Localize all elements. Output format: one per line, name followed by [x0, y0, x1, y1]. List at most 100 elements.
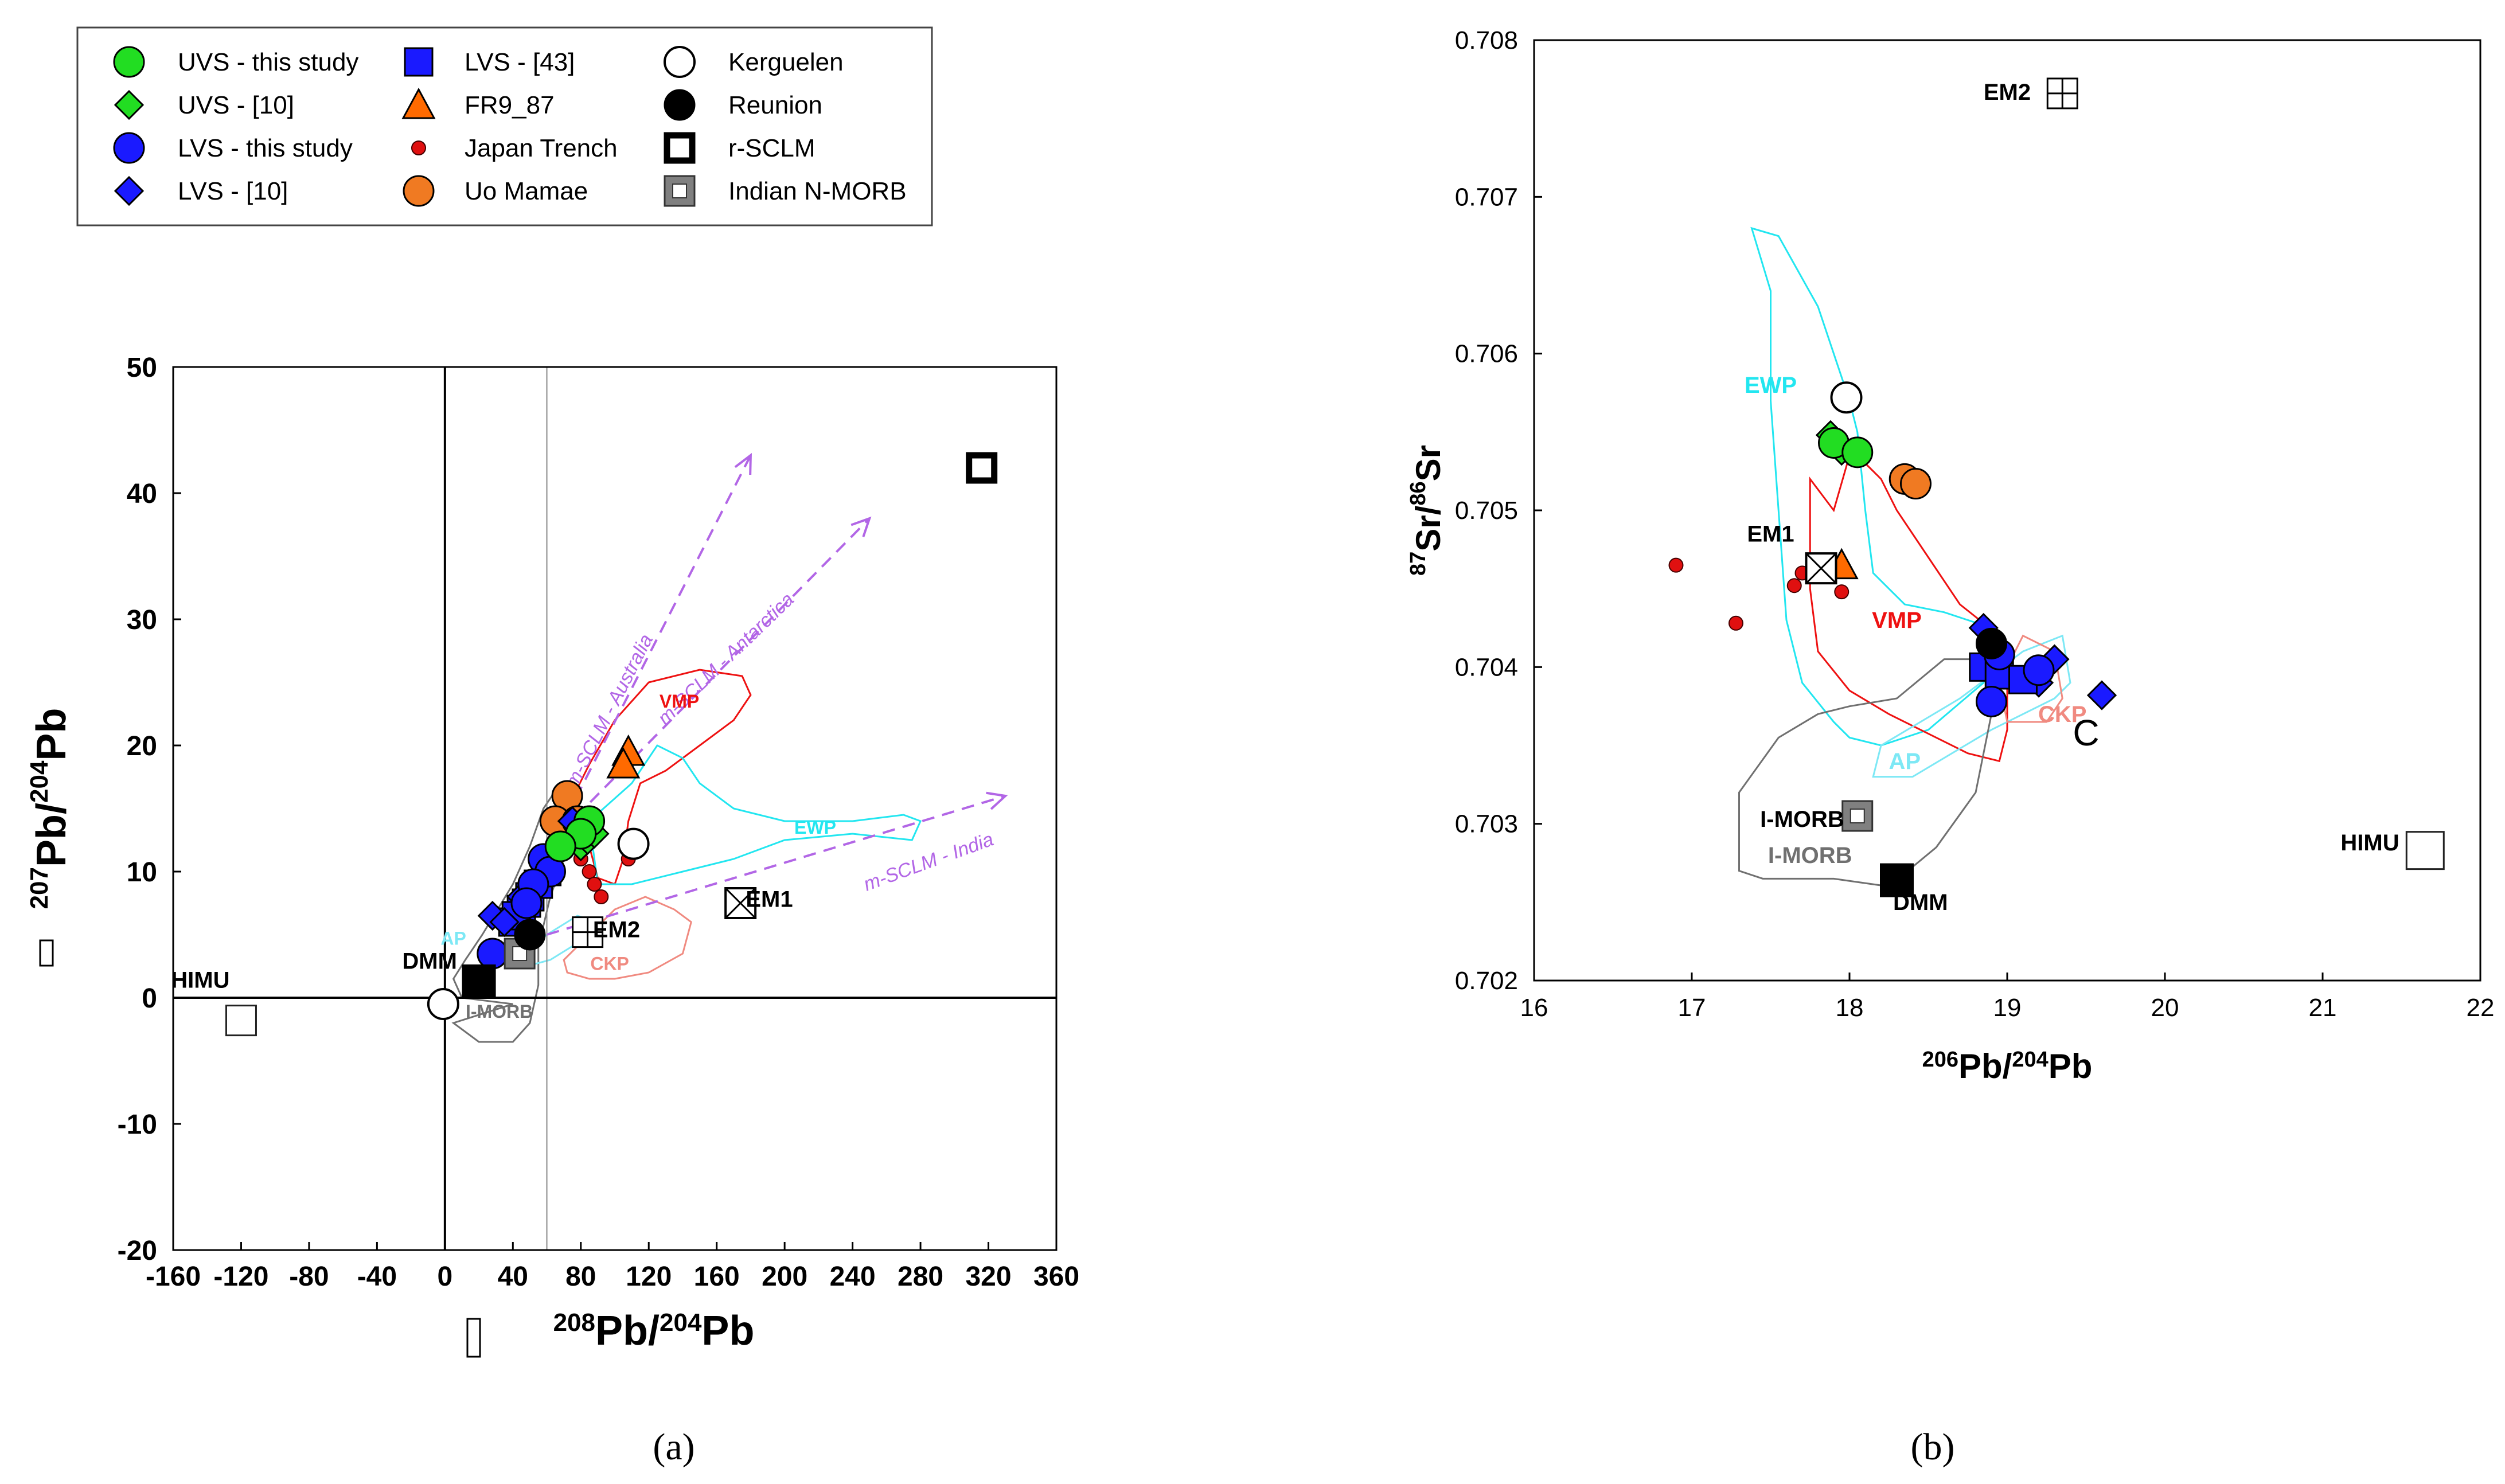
legend-label-r-sclm: r-SCLM: [728, 134, 816, 162]
b-point-lvs-this-study-0: [1976, 685, 2007, 717]
legend-marker-lvs-10: [114, 175, 145, 206]
a-endmember-kerguelen-3: [427, 988, 459, 1020]
a-ytick-label--10: -10: [118, 1110, 157, 1140]
a-field-label-vmp: VMP: [660, 691, 699, 712]
b-endmember-i-morb-4-inner: [1850, 809, 1865, 823]
legend-item-lvs-43: LVS - [43]: [404, 47, 575, 77]
legend-item-lvs-this-study: LVS - this study: [113, 132, 353, 164]
a-endmember-himu-0: [225, 1005, 257, 1037]
b-point-japan-trench-2: [1786, 578, 1802, 593]
b-ytick-label-0.704: 0.704: [1455, 653, 1518, 681]
b-point-japan-trench-0: [1668, 557, 1684, 573]
legend-marker-fr9-87: [401, 87, 436, 119]
b-endmember-dmm-5: [1880, 863, 1914, 897]
legend-label-indian-n-morb: Indian N-MORB: [728, 177, 907, 205]
caption-b: (b): [1911, 1426, 1955, 1468]
legend-label-lvs-this-study: LVS - this study: [178, 134, 353, 162]
a-endmember-dmm-1: [462, 964, 496, 998]
b-endmember-himu-6: [2405, 831, 2445, 870]
a-xtick-label--40: -40: [357, 1262, 397, 1292]
a-point-lvs-10-1: [489, 907, 520, 938]
legend-items: UVS - this study UVS - [10] LVS - this stu…: [113, 46, 907, 207]
a-xtick-label-360: 360: [1033, 1262, 1079, 1292]
a-ytick-label--20: -20: [118, 1236, 157, 1266]
legend-marker-japan-trench: [411, 140, 426, 155]
a-endmember-em1-7-d2: [725, 887, 756, 919]
b-field-ewp: [1750, 226, 1993, 747]
legend-marker-reunion: [664, 89, 696, 121]
a-arrowhead-m-sclm-antarctica: [850, 516, 872, 537]
a-field-label-ewp: EWP: [794, 817, 836, 838]
b-points: [1668, 77, 2445, 897]
a-xtick-label--160: -160: [146, 1262, 201, 1292]
legend-marker-kerguelen: [664, 46, 696, 78]
a-xtick-label-120: 120: [626, 1262, 672, 1292]
a-point-japan-trench-2: [587, 877, 602, 892]
b-point-uo-mamae-1: [1900, 468, 1932, 500]
a-ytick-label-30: 30: [127, 605, 157, 635]
a-fields: [451, 669, 922, 1043]
a-field-label-ckp: CKP: [590, 954, 629, 974]
b-field-vmp: [1809, 454, 2008, 763]
b-ytick-label-0.705: 0.705: [1455, 497, 1518, 525]
svg-text:207Pb/204Pb: 207Pb/204Pb: [25, 708, 75, 909]
a-point-japan-trench-3: [594, 889, 609, 904]
a-ticks: -160 -120 -80 -40 0 40 80 120 160 200 240 280 320 360…: [118, 353, 1079, 1292]
a-endmember-label-dmm: DMM: [402, 948, 457, 974]
b-ytick-label-0.703: 0.703: [1455, 810, 1518, 838]
a-field-ewp: [588, 744, 922, 885]
b-endmember-label-c: C: [2073, 712, 2099, 753]
b-field-label-vmp: VMP: [1872, 608, 1922, 633]
a-arrowhead-m-sclm-india: [986, 791, 1008, 810]
b-labels: EWP VMP CKP AP I-MORB EM2 EM1 I-MORB DMM HIMU C: [1745, 80, 2399, 915]
a-arrow-m-sclm-india: [546, 795, 1006, 936]
b-field-label-ap: AP: [1888, 749, 1921, 774]
a-endmember-reunion-5: [514, 919, 546, 951]
b-field-label-i-morb: I-MORB: [1768, 843, 1852, 868]
b-xtick-label-16: 16: [1520, 994, 1548, 1022]
a-xtick-label-40: 40: [498, 1262, 528, 1292]
a-ytick-label-20: 20: [127, 731, 157, 761]
a-point-lvs-this-study-4: [510, 887, 543, 919]
a-endmember-kerguelen-4: [617, 827, 650, 860]
a-ytick-label-0: 0: [142, 983, 157, 1014]
a-ytick-label-40: 40: [127, 479, 157, 509]
legend-item-kerguelen: Kerguelen: [664, 46, 844, 78]
legend-marker-indian-n-morb-inner: [672, 183, 687, 198]
a-field-label-ap: AP: [440, 928, 466, 949]
a-arrow-m-sclm-australia: [537, 455, 752, 872]
b-xtick-label-21: 21: [2309, 994, 2337, 1022]
a-xtick-label--120: -120: [213, 1262, 268, 1292]
a-xtick-label-160: 160: [694, 1262, 740, 1292]
b-endmember-label-i-morb: I-MORB: [1760, 807, 1844, 832]
a-xlabel-glyph-box: [466, 1318, 481, 1358]
a-ytick-label-10: 10: [127, 857, 157, 888]
a-ytick-label-50: 50: [127, 353, 157, 383]
legend-item-uo-mamae: Uo Mamae: [403, 175, 588, 207]
panel-b: EWP VMP CKP AP I-MORB EM2 EM1 I-MORB DMM HIMU C 16…: [1406, 26, 2494, 1468]
b-field-ckp: [1998, 634, 2063, 723]
b-ytick-label-0.706: 0.706: [1455, 340, 1518, 368]
a-guides: [173, 367, 1056, 1250]
a-ylabel-glyph-box: [39, 939, 54, 967]
svg-text:87Sr/86Sr: 87Sr/86Sr: [1406, 445, 1447, 576]
b-point-japan-trench-1: [1728, 615, 1743, 631]
a-ylabel-sup2: 204: [25, 760, 53, 803]
a-xtick-label-280: 280: [898, 1262, 943, 1292]
a-xtick-label-240: 240: [830, 1262, 876, 1292]
legend-label-reunion: Reunion: [728, 91, 822, 119]
b-field-label-ewp: EWP: [1745, 373, 1797, 398]
legend-item-lvs-10: LVS - [10]: [114, 175, 288, 206]
legend-marker-uvs-10: [114, 89, 145, 120]
b-field-label-ckp: CKP: [2038, 702, 2086, 727]
b-ytick-label-0.708: 0.708: [1455, 26, 1518, 54]
a-ylabel-sup1: 207: [25, 867, 53, 909]
legend-box: [76, 26, 933, 226]
legend-marker-uvs-this-study: [113, 46, 145, 78]
b-point-japan-trench-4: [1834, 584, 1850, 600]
legend-marker-uo-mamae: [403, 175, 435, 207]
b-ylabel: 87Sr/86Sr: [1406, 445, 1447, 576]
b-ytick-label-0.702: 0.702: [1455, 967, 1518, 995]
